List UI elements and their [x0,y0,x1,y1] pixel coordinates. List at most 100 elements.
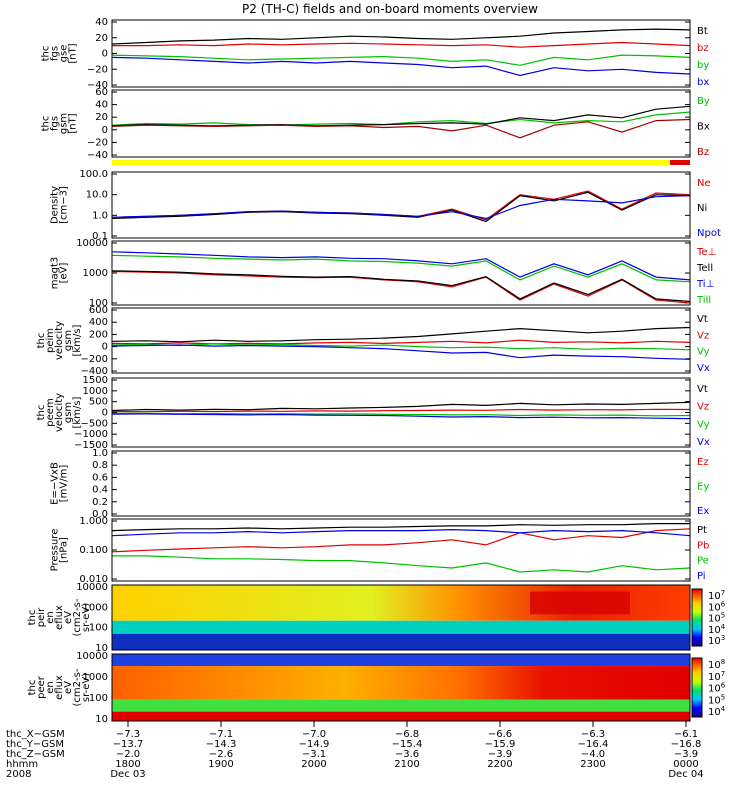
spectrogram-mid-band [112,666,690,700]
colorbar-tick-exponent: 3 [721,634,725,642]
mode-bar-yellow [112,160,670,165]
ytick-label: 0.6 [92,472,108,483]
ytick-label: 20 [95,33,108,44]
ylabel-line: sr-eV) [81,673,92,702]
ytick-label: −20 [87,137,108,148]
panel-ylabel: Density[cm−3] [50,186,70,224]
footer-value: −6.3 [581,729,605,740]
ytick-label: 1.0 [92,210,108,221]
ylabel-line: [nT] [68,43,79,63]
spectrogram-low-band [112,699,690,712]
legend-label: Vx [697,437,710,448]
legend-label: Vy [697,347,710,358]
ylabel-line: sr-eV) [81,603,92,632]
ylabel-line: thc [27,610,38,626]
colorbar-tick-exponent: 5 [721,693,725,701]
colorbar [691,588,703,647]
legend-label: by [697,60,709,71]
series-line-Ti⊥ [111,251,691,281]
footer-value: −15.4 [392,739,423,750]
footer-value: Dec 04 [668,769,703,780]
legend-label: Ey [697,482,709,493]
ytick-label: 1.000 [79,516,108,527]
ytick-label: 0.2 [92,497,108,508]
footer-value: −15.9 [485,739,516,750]
ylabel-line: [nPa] [59,537,70,563]
panel-peir_spectrogram: thcpeirenefluxeV(cm2-s-sr-eV) 10000 1000 10… [27,582,726,654]
series-line-Vt [111,401,691,412]
legend-label: Ne [697,178,711,189]
series-line-Pe [112,555,691,573]
ylabel-line: gsm [63,402,74,423]
footer-value: −13.7 [113,739,144,750]
ytick-label: 0 [102,342,108,353]
legend-label: Pe [697,556,709,567]
ylabel-line: [cm−3] [59,186,70,224]
ytick-label: 0.8 [92,460,108,471]
footer-value: −7.3 [116,729,140,740]
footer-value: −2.0 [116,749,140,760]
ytick-label: 1000 [83,386,108,397]
panel-ylabel: thcfgsgsm[nT] [41,113,79,134]
series-line-Vy [111,343,691,351]
ytick-label: 1.0 [92,448,108,459]
ylabel-line: peem [45,398,56,426]
colorbar-tick-exponent: 6 [721,600,726,608]
panel-efield: E=−VxB[mV/m] 1.00.80.6 0.40.20.0 Ez Ey Ex [50,448,710,520]
legend-label: bx [697,77,709,88]
legend-label: Vt [697,314,708,325]
series-line-Vt [111,326,691,343]
footer-value: −6.8 [395,729,419,740]
ylabel-line: peim [45,328,56,353]
series-line-Npot [111,195,691,220]
ytick-label: 0.4 [92,485,108,496]
colorbar-tick-exponent: 4 [721,705,726,713]
ytick-label: 10000 [76,582,108,593]
ytick-label: 10000 [76,238,108,249]
spectrogram-hot-region [530,591,630,615]
footer-value: −7.1 [209,729,233,740]
ytick-label: 10 [95,643,108,654]
series-line-bx [111,56,691,77]
footer-value: 2200 [487,759,512,770]
footer-value: −6.6 [488,729,512,740]
footer-value: −16.4 [578,739,609,750]
panel-frame [111,377,691,448]
legend-label: Pb [697,540,709,551]
footer-value: 0000 [673,759,698,770]
ytick-label: 60 [95,87,108,98]
legend-label: Ti⊥ [696,279,714,290]
ytick-label: 100 [89,298,108,309]
ytick-label: −1500 [74,440,108,451]
ylabel-line: velocity [54,321,65,360]
footer-value: −2.6 [209,749,233,760]
panel-frame [111,584,691,651]
series-line-Vy [111,412,691,417]
footer-value: −16.8 [671,739,702,750]
footer-value: 1900 [208,759,233,770]
legend-label: Pi [697,571,706,582]
series-line-Tell [111,270,691,303]
ytick-label: −200 [81,354,108,365]
ytick-label: −40 [87,150,108,161]
ylabel-line: Density [50,186,61,224]
legend-label: bz [697,43,709,54]
legend-label: Bz [697,147,709,158]
panel-pressure: Pressure[nPa] 1.000 0.100 0.010 Pt Pb Pe Pi [50,516,710,585]
panel-frame [111,450,691,517]
legend-label: Bx [697,122,710,133]
series-line-Te⊥ [111,270,691,304]
legend-label: Till [696,295,711,306]
colorbar-tick-exponent: 7 [721,589,725,597]
panel-temperature: magt3[eV] 10000 1000 100 Te⊥ Tell Ti⊥ Till [50,238,717,309]
legend-label: Vz [697,330,709,341]
ytick-label: 0 [102,408,108,419]
spectrogram-low-energy [112,633,690,650]
panel-frame [111,89,691,158]
ytick-label: 10000 [76,651,108,662]
ytick-label: 200 [89,329,108,340]
ytick-label: 100.0 [79,169,108,180]
ylabel-line: gsm [59,113,70,134]
ytick-label: −20 [87,64,108,75]
